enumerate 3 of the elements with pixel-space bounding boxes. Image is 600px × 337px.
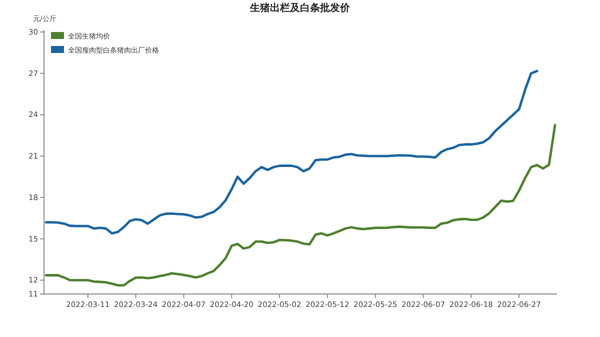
- line-series: [44, 70, 538, 235]
- chart-title: 生猪出栏及白条批发价: [249, 2, 351, 14]
- line-series: [44, 124, 556, 287]
